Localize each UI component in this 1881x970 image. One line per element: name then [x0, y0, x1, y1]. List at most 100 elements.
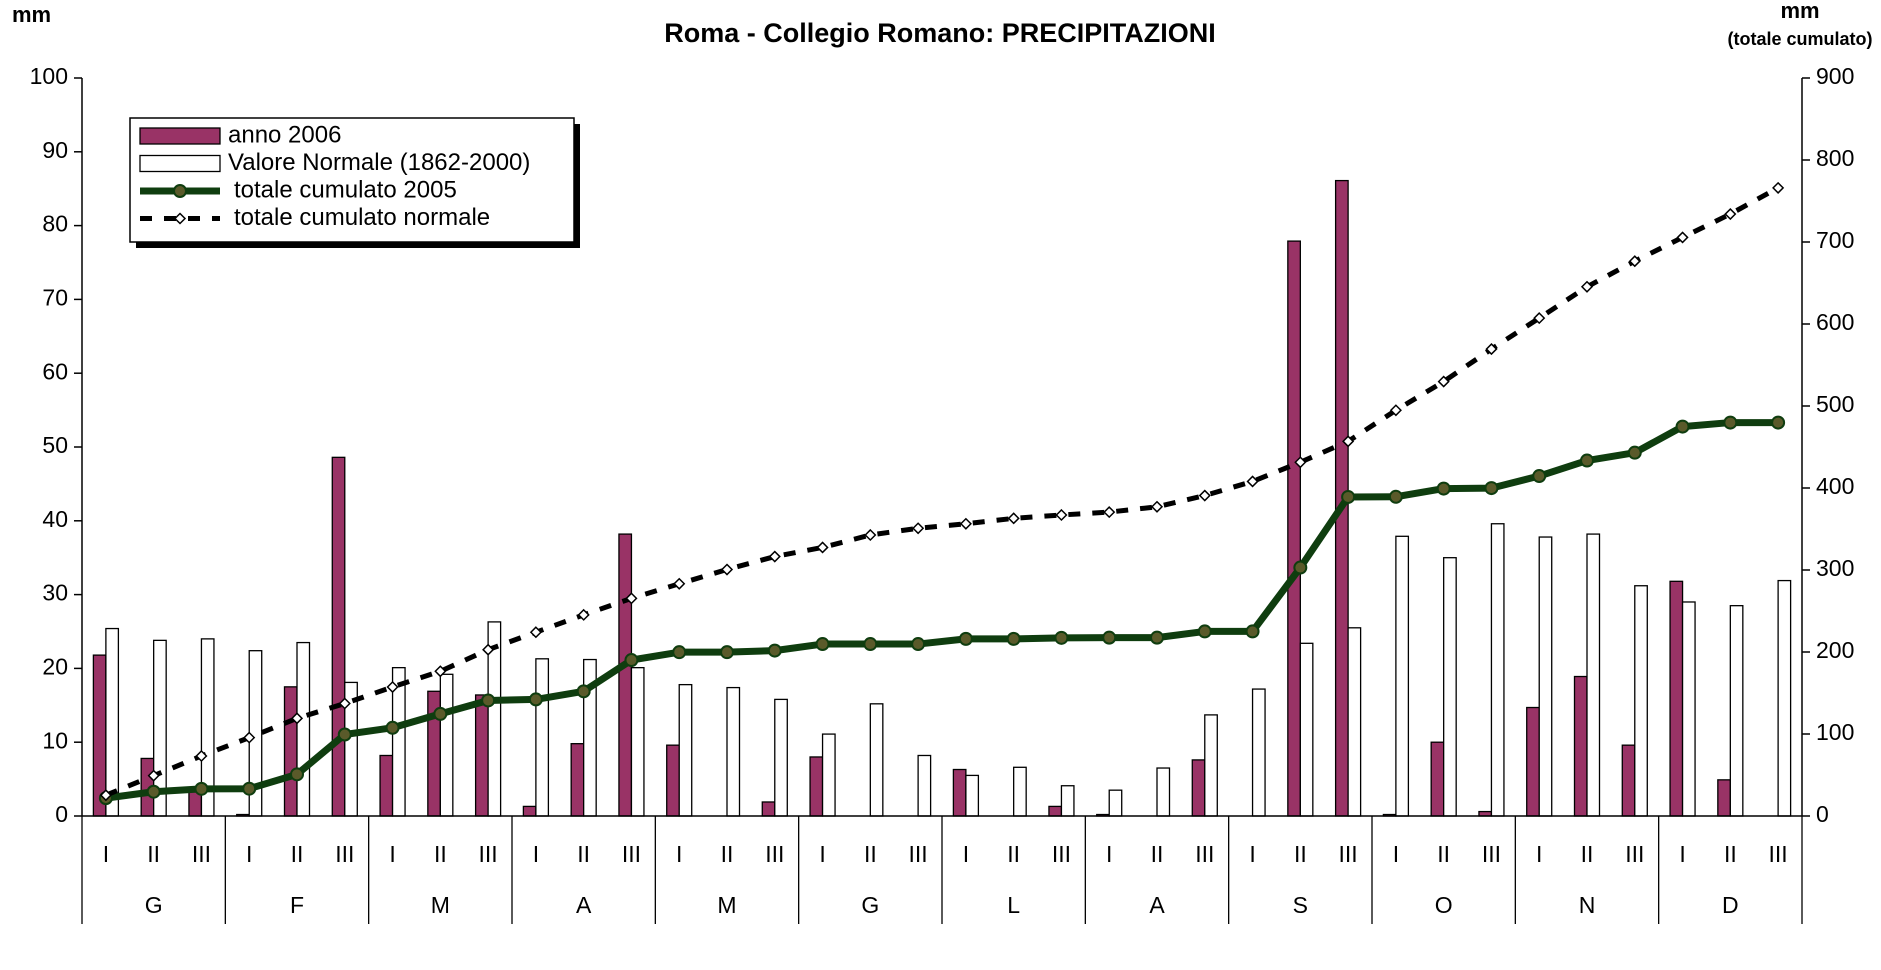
bar [1621, 744, 1636, 817]
bar [618, 533, 633, 817]
line-marker [99, 789, 112, 802]
legend-marker-group [173, 212, 187, 225]
x-tick-label: I [676, 841, 682, 867]
x-tick-label: III [335, 841, 354, 867]
line-marker [1580, 280, 1594, 293]
line-marker [1006, 631, 1021, 646]
y2-tick-label: 0 [1816, 801, 1829, 827]
line-marker [482, 643, 495, 656]
bar [774, 698, 788, 817]
x-tick-label: III [192, 841, 211, 867]
line-marker [1772, 181, 1785, 194]
line-marker [1007, 512, 1020, 525]
y-tick-label: 40 [42, 506, 68, 532]
line-marker [1245, 624, 1260, 639]
line-marker [673, 577, 686, 590]
line-marker [1294, 456, 1307, 469]
line-marker [1198, 489, 1211, 502]
bar [630, 667, 645, 817]
y2-tick-label: 900 [1816, 63, 1854, 89]
bar [105, 627, 120, 817]
y-tick-label: 100 [30, 63, 68, 89]
legend-label: anno 2006 [228, 121, 341, 148]
y-tick-label: 90 [42, 137, 68, 163]
x-tick-label: I [1106, 841, 1112, 867]
line-marker [672, 645, 687, 660]
bar [1347, 627, 1362, 817]
y2-axis-sublabel: (totale cumulato) [1727, 29, 1872, 49]
x-tick-label: II [1294, 841, 1307, 867]
line-marker [243, 731, 256, 744]
bar [296, 641, 311, 817]
x-tick-label: II [1151, 841, 1164, 867]
x-tick-label: III [909, 841, 928, 867]
bar [1573, 675, 1588, 817]
line-marker [1724, 207, 1737, 221]
line-marker [1388, 489, 1403, 504]
group-label: A [576, 892, 592, 918]
x-tick-label: I [389, 841, 395, 867]
line-marker [625, 592, 638, 605]
line-marker [195, 749, 208, 763]
x-tick-label: I [1393, 841, 1399, 867]
line-marker [1436, 481, 1451, 496]
line-marker [1580, 453, 1594, 468]
x-tick-label: II [1007, 841, 1020, 867]
line-marker [147, 769, 160, 782]
line-marker [1341, 489, 1356, 504]
line-marker [481, 693, 496, 708]
line-marker [1676, 231, 1689, 244]
line-marker [1054, 630, 1069, 645]
line-marker [1150, 630, 1164, 645]
bar [1430, 741, 1445, 817]
line-marker [958, 631, 973, 646]
bar [1490, 523, 1505, 817]
group-label: G [861, 892, 879, 918]
line-marker [1437, 375, 1450, 388]
group-label: A [1149, 892, 1165, 918]
bar [821, 733, 836, 817]
bar [1586, 533, 1601, 817]
x-tick-label: I [533, 841, 539, 867]
y2-tick-label: 500 [1816, 391, 1854, 417]
bar [1681, 601, 1696, 817]
bar [1060, 785, 1075, 817]
line-marker [529, 626, 542, 639]
y2-tick-label: 400 [1816, 473, 1854, 499]
line [105, 419, 1779, 802]
y-tick-label: 20 [42, 653, 68, 679]
bar [952, 768, 967, 817]
bar [666, 744, 680, 817]
line-marker [146, 784, 161, 799]
y2-tick-label: 700 [1816, 227, 1854, 253]
bar [474, 694, 489, 817]
bar [726, 686, 741, 817]
bar [1634, 585, 1648, 817]
x-tick-label: III [1195, 841, 1214, 867]
bar [678, 683, 693, 817]
line-marker [1103, 506, 1116, 519]
line-marker [385, 720, 400, 735]
y-tick-label: 70 [42, 284, 68, 310]
x-tick-label: II [291, 841, 304, 867]
y-axis-label: mm [12, 2, 51, 27]
line-marker [863, 637, 878, 652]
x-tick-label: III [1052, 841, 1071, 867]
x-tick-label: III [765, 841, 784, 867]
bar [522, 805, 537, 817]
legend-swatch [139, 154, 221, 173]
bar [1299, 642, 1314, 817]
y-tick-label: 60 [42, 358, 68, 384]
y-tick-label: 0 [55, 801, 68, 827]
group-label: M [717, 892, 736, 918]
legend-label: totale cumulato 2005 [234, 176, 457, 203]
line-marker [720, 563, 734, 576]
bar [283, 686, 298, 817]
bar [1526, 706, 1540, 817]
line-marker [1150, 500, 1164, 513]
x-tick-label: I [963, 841, 969, 867]
line-marker [959, 517, 972, 530]
line-marker [1485, 343, 1498, 356]
bar [1287, 240, 1301, 817]
